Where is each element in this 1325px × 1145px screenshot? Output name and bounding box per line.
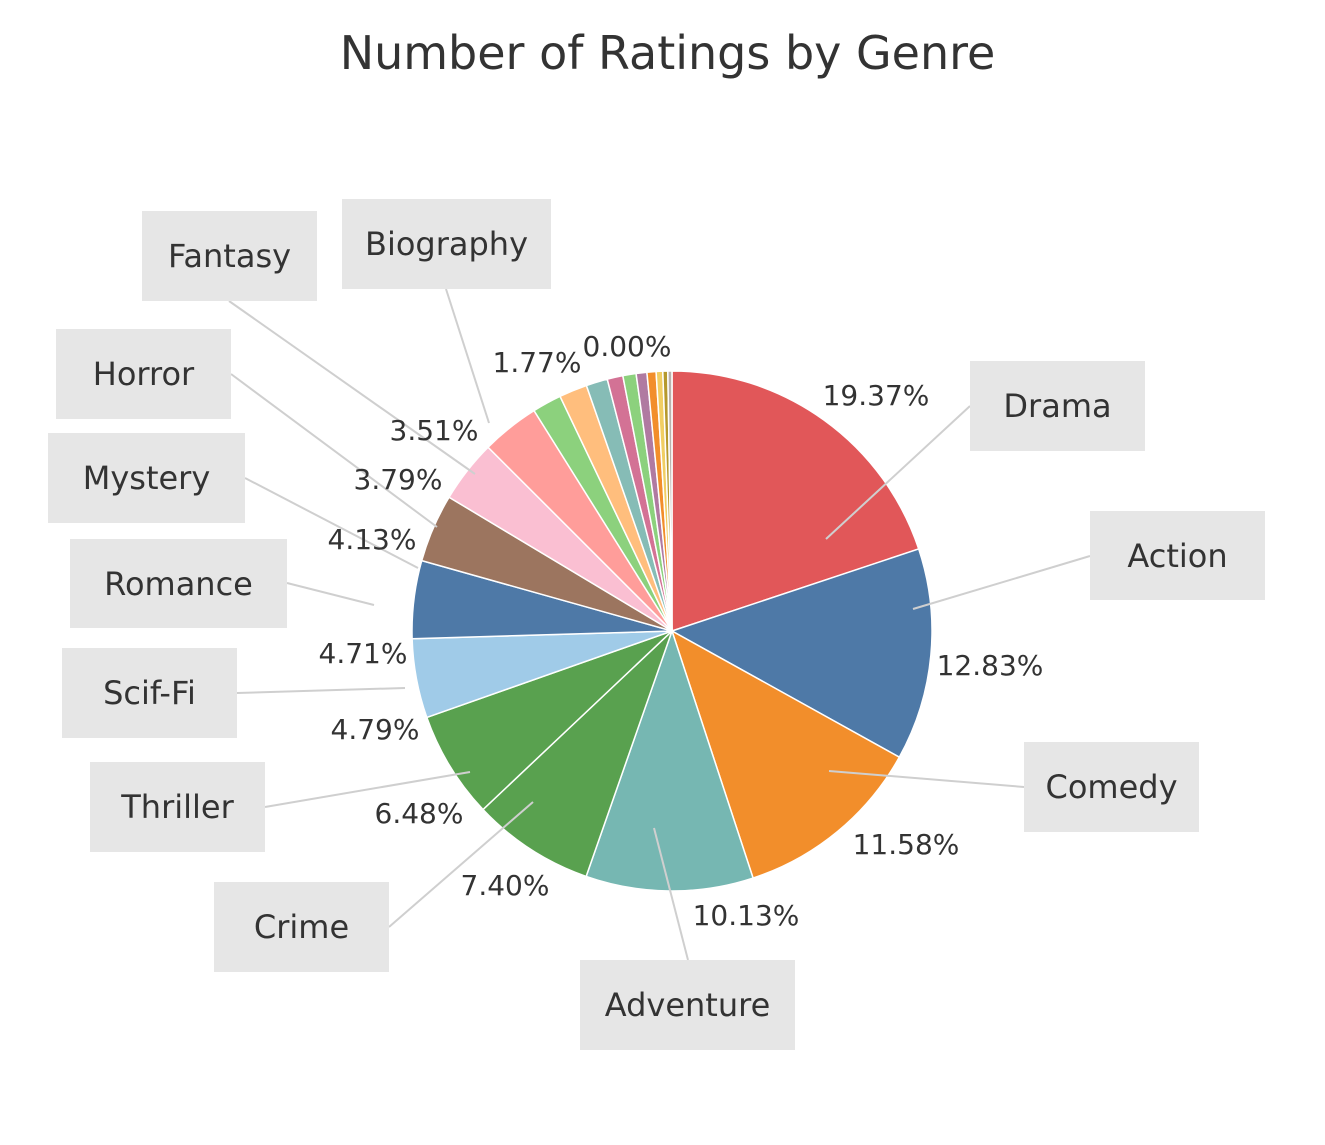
leader-line-biography	[445, 288, 490, 424]
category-label-drama: Drama	[970, 361, 1145, 451]
pie-slice-thriller[interactable]	[425, 630, 673, 811]
category-label-fantasy: Fantasy	[142, 211, 317, 301]
percent-label-crime: 7.40%	[461, 869, 550, 902]
percent-label-action: 12.83%	[937, 649, 1044, 682]
category-label-horror: Horror	[56, 329, 231, 419]
percent-label-scif-fi: 4.79%	[331, 713, 420, 746]
leader-line-comedy	[828, 770, 1025, 788]
leader-line-thriller	[264, 771, 471, 808]
category-label-action: Action	[1090, 511, 1265, 600]
leader-line-romance	[286, 582, 375, 606]
leader-line-crime	[388, 801, 534, 928]
leader-line-mystery	[244, 477, 419, 569]
percent-label-drama: 19.37%	[823, 379, 930, 412]
percent-label-zero-slice: 0.00%	[583, 330, 672, 363]
category-label-comedy: Comedy	[1024, 742, 1199, 832]
percent-label-romance: 4.71%	[319, 637, 408, 670]
pie-slice-drama[interactable]	[671, 370, 920, 633]
percent-label-fantasy: 3.51%	[390, 414, 479, 447]
percent-label-adventure: 10.13%	[693, 899, 800, 932]
leader-line-action	[912, 555, 1091, 610]
category-label-thriller: Thriller	[90, 762, 265, 852]
category-label-mystery: Mystery	[48, 433, 245, 523]
leader-line-adventure	[653, 827, 689, 961]
pie-slice-crime[interactable]	[481, 630, 673, 878]
category-label-romance: Romance	[70, 539, 287, 628]
leader-line-horror	[230, 373, 438, 528]
category-label-crime: Crime	[214, 882, 389, 972]
category-label-biography: Biography	[342, 199, 551, 289]
pie-slice-action[interactable]	[670, 547, 933, 759]
leader-line-drama	[825, 405, 971, 540]
percent-label-thriller: 6.48%	[375, 797, 464, 830]
percent-label-mystery: 4.13%	[328, 523, 417, 556]
leader-line-fantasy	[228, 300, 476, 475]
percent-label-biography: 1.77%	[493, 346, 582, 379]
chart-title: Number of Ratings by Genre	[339, 26, 996, 80]
percent-label-comedy: 11.58%	[853, 828, 960, 861]
pie-slice-comedy[interactable]	[670, 629, 901, 879]
category-label-scif-fi: Scif-Fi	[62, 648, 237, 738]
leader-line-scif-fi	[236, 687, 406, 694]
pie-slice-minor-20[interactable]	[667, 370, 673, 632]
category-label-adventure: Adventure	[580, 960, 795, 1050]
percent-label-horror: 3.79%	[354, 463, 443, 496]
